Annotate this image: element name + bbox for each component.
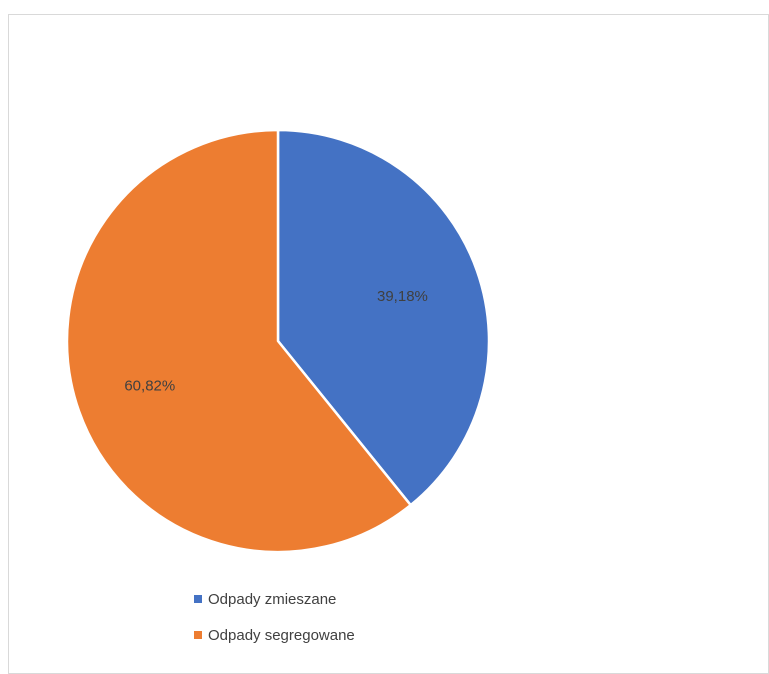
data-label-odpady-zmieszane: 39,18% <box>377 288 428 305</box>
legend-swatch-odpady-segregowane <box>194 631 202 639</box>
pie-slices <box>65 128 491 554</box>
pie-chart: 39,18% 60,82% <box>65 128 491 554</box>
legend-swatch-odpady-zmieszane <box>194 595 202 603</box>
pie-data-labels: 39,18% 60,82% <box>124 288 428 394</box>
data-label-odpady-segregowane: 60,82% <box>124 377 175 394</box>
legend: Odpady zmieszane Odpady segregowane <box>194 589 355 661</box>
pie-slice-odpady-segregowane <box>65 128 412 554</box>
legend-item-odpady-zmieszane: Odpady zmieszane <box>194 589 355 609</box>
legend-label-odpady-zmieszane: Odpady zmieszane <box>208 590 337 608</box>
legend-item-odpady-segregowane: Odpady segregowane <box>194 625 355 645</box>
pie-slice-odpady-zmieszane <box>276 128 491 507</box>
legend-label-odpady-segregowane: Odpady segregowane <box>208 626 355 644</box>
